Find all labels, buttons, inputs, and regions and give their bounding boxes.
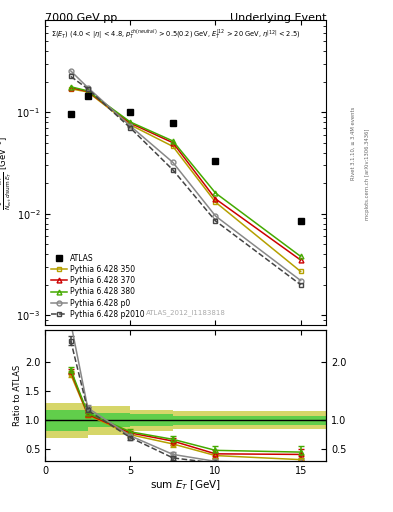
Text: Underlying Event: Underlying Event bbox=[230, 13, 326, 23]
Text: $\Sigma(E_T)$ (4.0 < |$\eta$| < 4.8, $p_T^{ch(neutral)}$ > 0.5(0.2) GeV, $E_T^{|: $\Sigma(E_T)$ (4.0 < |$\eta$| < 4.8, $p_… bbox=[51, 27, 300, 40]
Y-axis label: Ratio to ATLAS: Ratio to ATLAS bbox=[13, 365, 22, 426]
Text: 7000 GeV pp: 7000 GeV pp bbox=[45, 13, 118, 23]
Legend: ATLAS, Pythia 6.428 350, Pythia 6.428 370, Pythia 6.428 380, Pythia 6.428 p0, Py: ATLAS, Pythia 6.428 350, Pythia 6.428 37… bbox=[49, 251, 147, 322]
Text: ATLAS_2012_I1183818: ATLAS_2012_I1183818 bbox=[146, 309, 226, 316]
Text: Rivet 3.1.10, ≥ 3.4M events: Rivet 3.1.10, ≥ 3.4M events bbox=[351, 106, 356, 180]
Text: mcplots.cern.ch [arXiv:1306.3436]: mcplots.cern.ch [arXiv:1306.3436] bbox=[365, 129, 370, 220]
X-axis label: sum $E_T$ [GeV]: sum $E_T$ [GeV] bbox=[150, 478, 221, 492]
Y-axis label: $\frac{1}{N_{evt}}\frac{dN_{evt}}{d\,\mathrm{sum}\,E_T}$ [GeV$^{-1}$]: $\frac{1}{N_{evt}}\frac{dN_{evt}}{d\,\ma… bbox=[0, 136, 14, 210]
